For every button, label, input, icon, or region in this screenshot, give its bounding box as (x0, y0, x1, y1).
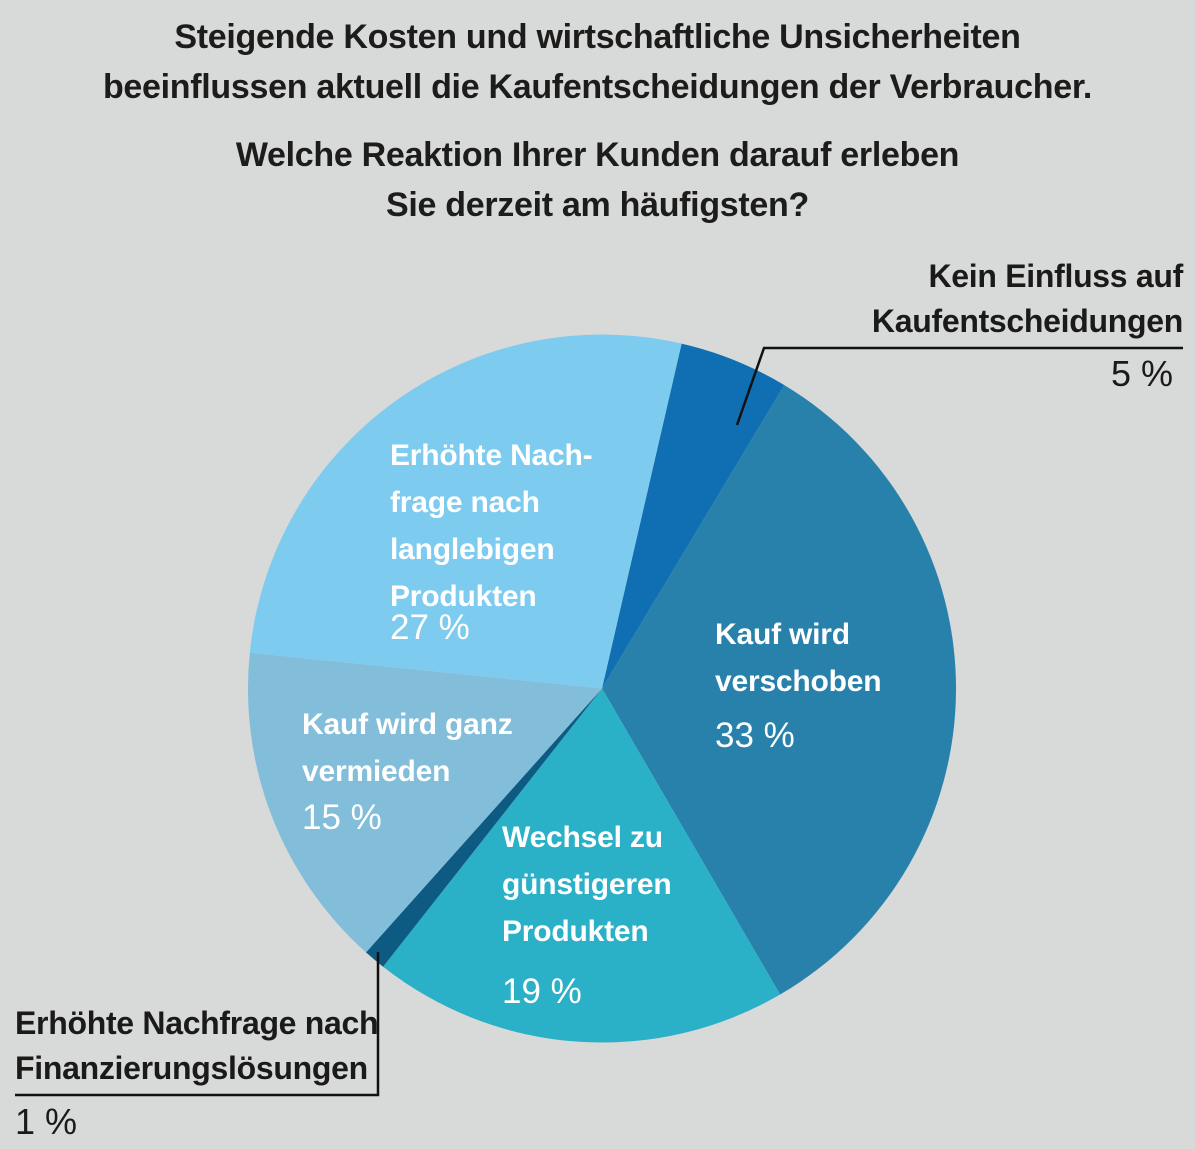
label-wechsel-guenstigere: Wechsel zu günstigeren Produkten (502, 814, 672, 955)
pct-kauf-verschoben: 33 % (715, 716, 795, 755)
label-line: Produkten (502, 915, 649, 948)
pct-kauf-vermieden: 15 % (302, 798, 382, 837)
label-line: vermieden (302, 755, 451, 788)
label-line: Erhöhte Nach- (390, 439, 593, 472)
pct-langlebige-produkte: 27 % (390, 608, 470, 647)
label-kauf-verschoben: Kauf wird verschoben (715, 611, 882, 705)
label-line: langlebigen (390, 533, 555, 566)
label-line: Finanzierungslösungen (15, 1050, 368, 1086)
chart-title-statement: Steigende Kosten und wirtschaftliche Uns… (0, 12, 1195, 112)
chart-title-question: Welche Reaktion Ihrer Kunden darauf erle… (0, 130, 1195, 230)
title-line: Steigende Kosten und wirtschaftliche Uns… (174, 18, 1021, 56)
leader-line-finanzierungsloesungen (15, 952, 380, 1097)
label-line: Kaufentscheidungen (871, 303, 1183, 339)
pie-segment-kauf-verschoben (602, 385, 957, 995)
pct-wechsel-guenstigere: 19 % (502, 972, 582, 1011)
label-line: Kauf wird ganz (302, 708, 513, 741)
chart-title: Steigende Kosten und wirtschaftliche Uns… (0, 12, 1195, 230)
pct-finanzierungsloesungen: 1 % (15, 1101, 78, 1142)
label-line: frage nach (390, 486, 540, 519)
label-line: verschoben (715, 665, 882, 698)
label-line: Wechsel zu (502, 821, 663, 854)
label-line: Kauf wird (715, 618, 850, 651)
title-line: Welche Reaktion Ihrer Kunden darauf erle… (235, 136, 960, 174)
leader-line-kein-einfluss (735, 346, 1183, 426)
title-line: beeinflussen aktuell die Kaufentscheidun… (102, 68, 1093, 106)
label-kein-einfluss: Kein Einfluss auf Kaufentscheidungen (872, 254, 1183, 344)
label-langlebige-produkte: Erhöhte Nach- frage nach langlebigen Pro… (390, 432, 593, 620)
title-line: Sie derzeit am häufigsten? (386, 186, 809, 224)
pct-kein-einfluss: 5 % (1110, 353, 1173, 394)
pie-slices (247, 334, 957, 1043)
pie-segment-wechsel-guenstigere-produkte (383, 688, 781, 1043)
label-line: Kein Einfluss auf (928, 258, 1184, 294)
label-kauf-vermieden: Kauf wird ganz vermieden (302, 701, 513, 795)
label-line: Produkten (390, 580, 537, 613)
pie-segment-kein-einfluss (602, 343, 785, 689)
label-finanzierungsloesungen: Erhöhte Nachfrage nach Finanzierungslösu… (15, 1001, 379, 1091)
pie-segment-finanzierungsloesungen (366, 688, 602, 967)
pie-segment-kauf-vermieden (247, 652, 602, 953)
label-line: günstigeren (502, 868, 672, 901)
label-line: Erhöhte Nachfrage nach (15, 1005, 379, 1041)
pie-segment-langlebige-produkte (249, 334, 682, 689)
